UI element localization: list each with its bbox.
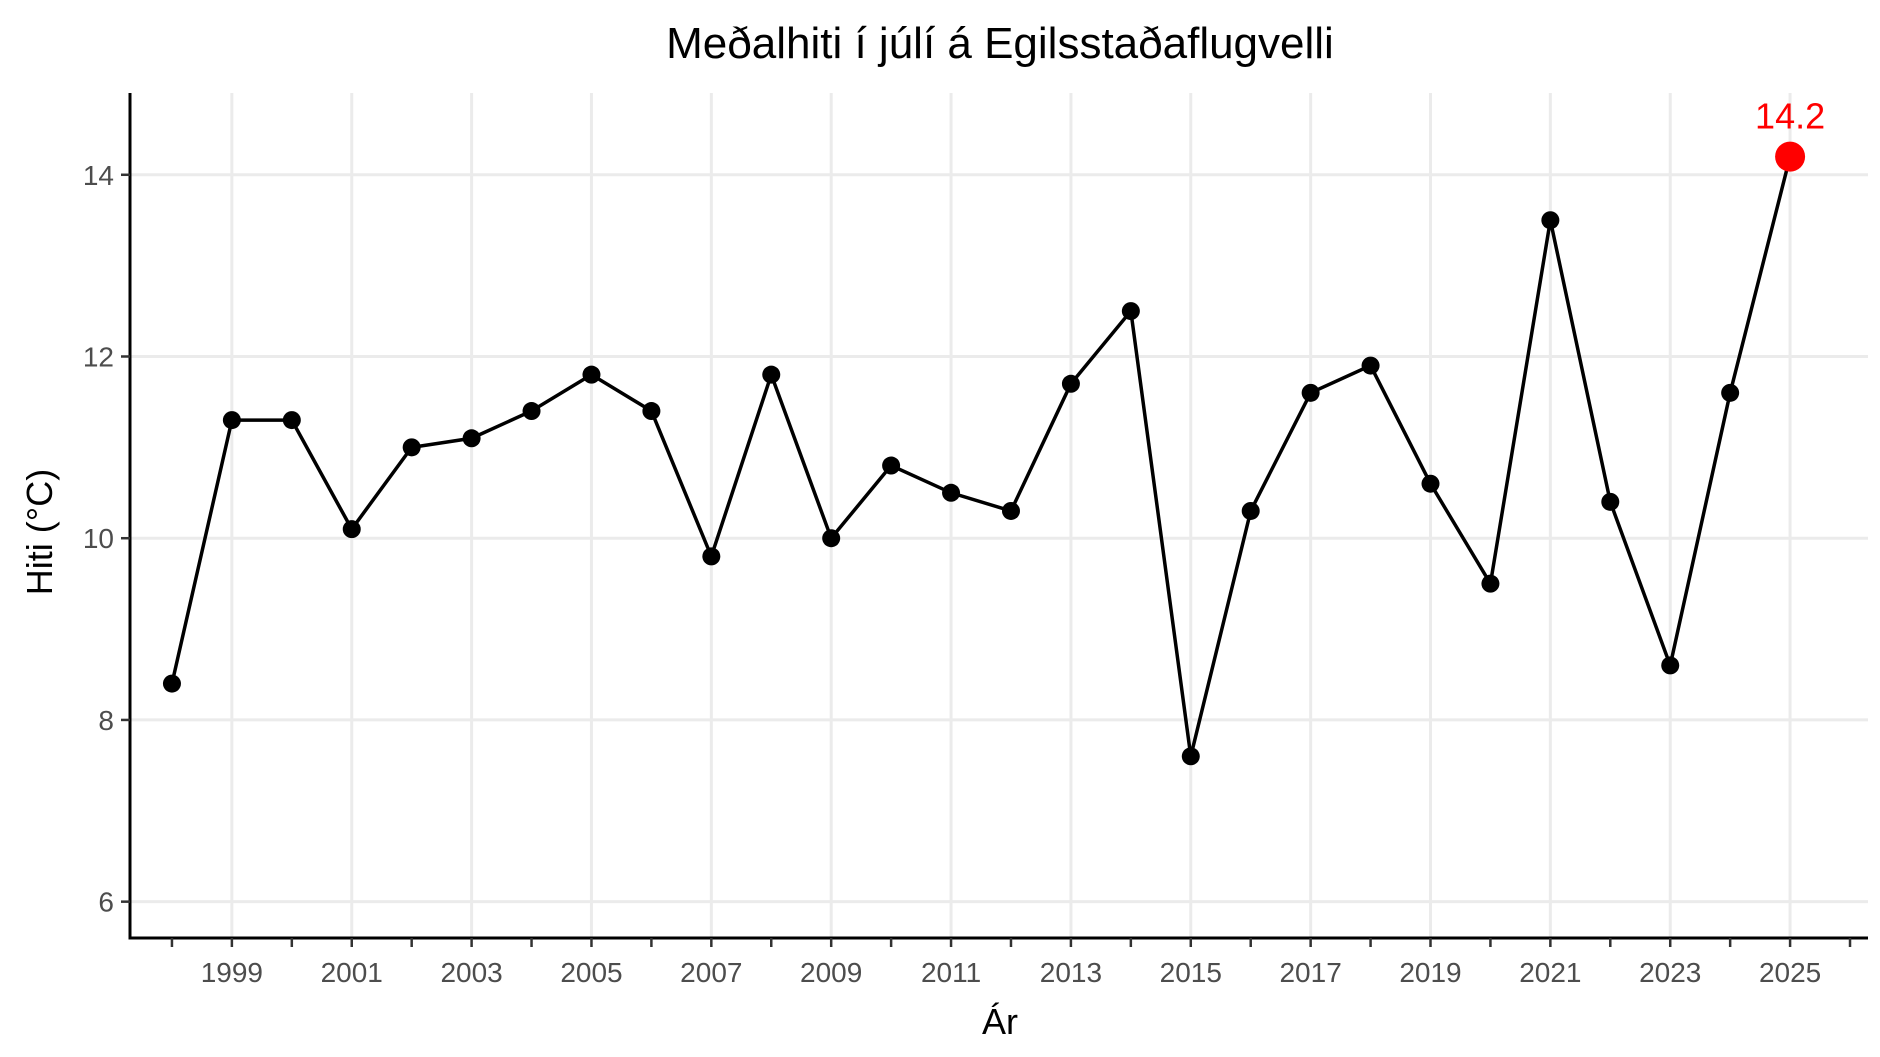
data-point (342, 520, 361, 539)
highlight-label: 14.2 (1755, 96, 1825, 137)
x-tick-label: 1999 (201, 957, 263, 988)
x-tick-label: 2005 (560, 957, 622, 988)
x-tick-label: 2023 (1639, 957, 1701, 988)
tick-labels: 1999 2001 2003 2005 2007 2009 2011 2013 2015 2017… (83, 160, 1821, 988)
x-tick-label: 2015 (1160, 957, 1222, 988)
data-point (1541, 211, 1560, 230)
x-tick-label: 2017 (1279, 957, 1341, 988)
data-point (1421, 474, 1440, 493)
x-tick-label: 2001 (321, 957, 383, 988)
axes (121, 93, 1868, 947)
y-tick-label: 14 (83, 160, 114, 191)
data-point (1661, 656, 1680, 675)
x-axis-title: Ár (982, 1001, 1018, 1042)
data-point (702, 547, 721, 566)
data-point (462, 429, 481, 448)
x-tick-label: 2013 (1040, 957, 1102, 988)
x-tick-label: 2007 (680, 957, 742, 988)
chart-title: Meðalhiti í júlí á Egilsstaðaflugvelli (666, 19, 1334, 68)
data-point (222, 411, 241, 430)
data-point (1061, 374, 1080, 393)
data-point (1481, 574, 1500, 593)
data-point (402, 438, 421, 457)
x-tick-label: 2025 (1759, 957, 1821, 988)
data-point (162, 674, 181, 693)
data-point (1001, 501, 1020, 520)
data-point (822, 529, 841, 548)
x-tick-label: 2003 (440, 957, 502, 988)
data-point (1181, 747, 1200, 766)
y-tick-label: 10 (83, 523, 114, 554)
data-point (522, 402, 541, 421)
data-point (882, 456, 901, 475)
data-point (582, 365, 601, 384)
data-point (942, 483, 961, 502)
data-point (1241, 501, 1260, 520)
y-tick-label: 12 (83, 341, 114, 372)
x-tick-label: 2009 (800, 957, 862, 988)
data-point (1361, 356, 1380, 375)
data-point (1301, 383, 1320, 402)
data-point (1721, 383, 1740, 402)
data-point (762, 365, 781, 384)
y-tick-label: 8 (98, 705, 114, 736)
y-axis-title: Hiti (°C) (19, 469, 60, 595)
gridlines (130, 93, 1868, 938)
x-tick-label: 2019 (1399, 957, 1461, 988)
series-line (170, 156, 1792, 757)
y-tick-label: 6 (98, 887, 114, 918)
series: 14.2 (162, 96, 1825, 766)
data-point (1601, 492, 1620, 511)
x-tick-label: 2011 (921, 957, 981, 988)
data-point (282, 411, 301, 430)
data-point (642, 402, 661, 421)
highlight-point (1775, 141, 1806, 172)
data-point (1121, 302, 1140, 321)
x-tick-label: 2021 (1519, 957, 1581, 988)
